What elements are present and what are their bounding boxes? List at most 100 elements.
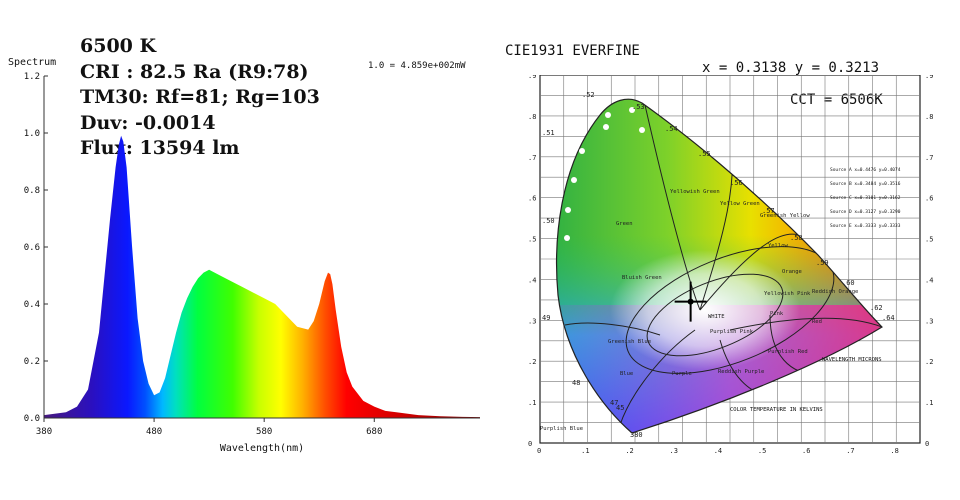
color-temperature-caption: COLOR TEMPERATURE IN KELVINS	[730, 407, 823, 413]
region-name: Greenish Yellow	[760, 213, 810, 219]
scale-note: 1.0 = 4.859e+002mW	[368, 61, 466, 71]
x-axis-title: Wavelength(nm)	[220, 443, 304, 454]
region-name: Pink	[770, 311, 784, 317]
locus-label: .60	[842, 279, 855, 287]
locus-label: .55	[698, 150, 711, 158]
locus-label: 380	[630, 431, 643, 439]
y-axis-label-left: .1	[528, 399, 536, 407]
locus-label: 47	[610, 399, 618, 407]
xy-readout: x = 0.3138 y = 0.3213	[702, 60, 880, 76]
region-name: Orange	[782, 269, 802, 275]
locus-label: .56	[730, 179, 743, 187]
y-axis-label: .2	[925, 358, 933, 366]
spectrum-stats: 6500 K CRI : 82.5 Ra (R9:78) TM30: Rf=81…	[80, 34, 320, 162]
y-tick-label: 0.0	[24, 414, 40, 424]
source-line: Source E x=0.3333 y=0.3333	[830, 223, 901, 229]
region-name: Blue	[620, 371, 633, 377]
spectrum-area	[44, 135, 480, 419]
y-tick-labels: 0.0 0.2 0.4 0.6 0.8 1.0 1.2	[24, 72, 48, 424]
region-name: Reddish Purple	[718, 369, 764, 375]
region-name: Red	[812, 319, 822, 325]
y-axis-title: Spectrum	[8, 57, 56, 68]
y-axis-label-left: .6	[528, 195, 536, 203]
x-axis-label: .7	[846, 447, 854, 455]
locus-label: 45	[616, 404, 624, 412]
y-tick-label: 0.6	[24, 243, 40, 253]
y-axis-label-left: .2	[528, 358, 536, 366]
locus-label: .62	[870, 304, 883, 312]
y-axis-label-left: .4	[528, 276, 536, 284]
y-axis-label: .8	[925, 113, 933, 121]
x-axis-label: .4	[714, 447, 722, 455]
x-tick-label: 580	[256, 427, 272, 437]
x-tick-label: 480	[146, 427, 162, 437]
y-axis-label-left: 0	[528, 440, 532, 448]
y-tick-label: 0.8	[24, 186, 40, 196]
region-name: Yellowish Green	[670, 189, 720, 195]
y-axis-label-left: .9	[528, 75, 536, 80]
locus-label: .58	[790, 234, 803, 242]
spectral-locus	[556, 98, 883, 434]
region-name: Purple	[672, 371, 692, 377]
y-axis-label: 0	[925, 440, 929, 448]
x-tick-label: 680	[366, 427, 382, 437]
x-axis-label: 0	[537, 447, 541, 455]
region-name: WHITE	[708, 314, 725, 320]
y-axis-label: .9	[925, 75, 933, 80]
x-tick-labels: 380 480 580 680	[36, 418, 382, 437]
locus-label: .64	[882, 314, 895, 322]
region-name: Yellow Green	[720, 201, 760, 207]
x-axis-label: .8	[890, 447, 898, 455]
source-legend: Source A x=0.4476 y=0.4074 Source B x=0.…	[830, 167, 901, 229]
y-tick-label: 0.2	[24, 357, 40, 367]
region-name: Yellowish Pink	[764, 291, 811, 297]
x-axis-label: .6	[802, 447, 810, 455]
y-axis-label-left: .3	[528, 317, 536, 325]
y-axis-label: .1	[925, 399, 933, 407]
y-axis-label-left: .7	[528, 154, 536, 162]
color-region-names: Green Yellowish Green Yellow Green Green…	[540, 189, 858, 432]
locus-label: 49	[542, 314, 550, 322]
y-axis-label: .5	[925, 236, 933, 244]
region-name: Greenish Blue	[608, 339, 651, 345]
y-axis-label-left: .8	[528, 113, 536, 121]
source-line: Source A x=0.4476 y=0.4074	[830, 167, 901, 173]
region-name: Bluish Green	[622, 275, 662, 281]
y-axis-label: .4	[925, 276, 933, 284]
region-name: Purplish Pink	[710, 329, 754, 335]
cri-value: CRI : 82.5 Ra (R9:78)	[80, 60, 309, 83]
locus-label: .51	[542, 129, 555, 137]
duv-value: Duv: -0.0014	[80, 111, 216, 134]
source-line: Source D x=0.3127 y=0.3290	[830, 209, 901, 215]
y-tick-label: 1.0	[24, 129, 40, 139]
locus-label: .57	[762, 207, 775, 215]
y-tick-label: 0.4	[24, 300, 40, 310]
x-tick-label: 380	[36, 427, 52, 437]
locus-label: .52	[582, 91, 595, 99]
measured-point	[687, 298, 694, 305]
region-name: Purplish Blue	[540, 426, 583, 432]
cie-diagram: 000.1.1.1.2.2.2.3.3.3.4.4.4.5.5.5.6.6.6.…	[528, 75, 933, 455]
cct-value: 6500 K	[80, 35, 157, 57]
source-line: Source C x=0.3101 y=0.3162	[830, 195, 901, 201]
x-axis-label: .5	[758, 447, 766, 455]
x-axis-label: .2	[625, 447, 633, 455]
source-line: Source B x=0.3484 y=0.3516	[830, 181, 901, 187]
locus-wavelength-labels: 380 45 47 48 49 .50 .51 .52 .53 .54 .55 …	[542, 91, 895, 439]
measured-point-crosshair	[674, 281, 707, 322]
cct-readout: CCT = 6506K	[790, 92, 883, 108]
y-axis-label: .7	[925, 154, 933, 162]
spectrum-chart: Spectrum 1.0 = 4.859e+002mW 0.0 0.2 0.4 0.6…	[8, 57, 480, 454]
region-name: Purplish Red	[768, 349, 808, 355]
locus-label: .59	[816, 259, 829, 267]
x-axis-label: .1	[581, 447, 589, 455]
region-name: Green	[616, 221, 633, 227]
y-axis-label: .3	[925, 317, 933, 325]
region-name: Reddish Orange	[812, 289, 858, 295]
y-tick-label: 1.2	[24, 72, 40, 82]
cie-axis-labels: 000.1.1.1.2.2.2.3.3.3.4.4.4.5.5.5.6.6.6.…	[528, 75, 933, 455]
locus-marker-dots	[564, 107, 645, 241]
wavelength-caption: WAVELENGTH MICRONS	[822, 357, 882, 363]
locus-label: .50	[542, 217, 555, 225]
locus-label: .53	[632, 103, 645, 111]
